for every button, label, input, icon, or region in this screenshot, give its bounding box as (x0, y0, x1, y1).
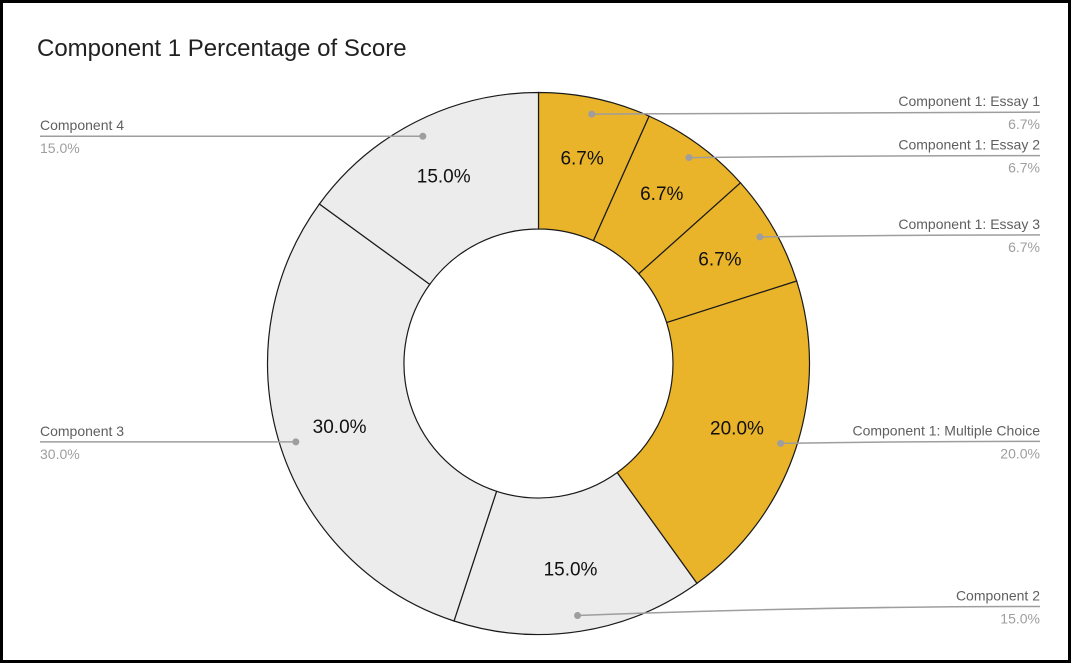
callout-dot-component-3 (292, 438, 300, 446)
callout-label-component-4: Component 4 (40, 117, 124, 133)
callout-label-component-1-multiple-choice: Component 1: Multiple Choice (852, 422, 1040, 438)
slice-value-label-component-1-essay-2: 6.7% (640, 184, 683, 205)
callout-dot-component-2 (574, 611, 582, 619)
chart-title: Component 1 Percentage of Score (37, 35, 407, 62)
callout-label-component-3: Component 3 (40, 423, 124, 439)
callout-percent-component-4: 15.0% (40, 140, 80, 156)
pie-slice-component-4[interactable] (318, 91, 540, 286)
callout-line-component-1-multiple-choice (780, 440, 1041, 445)
callout-dot-component-4 (419, 132, 427, 140)
callout-line-component-1-essay-3 (759, 234, 1041, 238)
labels-group: 6.7% Component 1: Essay 1 6.7% 6.7% Componen… (40, 93, 1040, 626)
slice-value-label-component-1-multiple-choice: 20.0% (710, 418, 764, 439)
callout-percent-component-1-essay-2: 6.7% (1008, 160, 1040, 176)
callout-line-component-2 (577, 605, 1041, 617)
callout-dot-component-1-essay-1 (588, 110, 596, 118)
callout-label-component-1-essay-3: Component 1: Essay 3 (898, 216, 1040, 232)
callout-percent-component-2: 15.0% (1000, 610, 1040, 626)
pie-slice-component-3[interactable] (266, 203, 498, 622)
callout-percent-component-1-essay-1: 6.7% (1008, 116, 1040, 132)
callout-percent-component-1-multiple-choice: 20.0% (1000, 445, 1040, 461)
slice-value-label-component-3: 30.0% (313, 417, 367, 438)
slice-value-label-component-2: 15.0% (544, 560, 598, 581)
callout-dot-component-1-essay-2 (685, 154, 693, 162)
callout-lines-group (40, 110, 1041, 619)
callout-dot-component-1-essay-3 (756, 233, 764, 241)
slice-value-label-component-1-essay-3: 6.7% (698, 249, 741, 270)
callout-dot-component-1-multiple-choice (777, 439, 785, 447)
callout-line-component-1-essay-1 (591, 111, 1041, 115)
pie-slice-component-2[interactable] (453, 471, 698, 636)
slice-value-label-component-4: 15.0% (417, 167, 471, 188)
callout-percent-component-1-essay-3: 6.7% (1008, 239, 1040, 255)
callout-label-component-1-essay-1: Component 1: Essay 1 (898, 93, 1040, 109)
slice-value-label-component-1-essay-1: 6.7% (560, 149, 603, 170)
callout-percent-component-3: 30.0% (40, 446, 80, 462)
donut-chart: 6.7% Component 1: Essay 1 6.7% 6.7% Componen… (40, 91, 1041, 636)
pie-slice-component-1-multiple-choice[interactable] (616, 280, 811, 585)
slices-group (266, 91, 811, 636)
callout-label-component-2: Component 2 (956, 587, 1040, 603)
callout-line-component-1-essay-2 (688, 154, 1041, 159)
callout-label-component-1-essay-2: Component 1: Essay 2 (898, 137, 1040, 153)
